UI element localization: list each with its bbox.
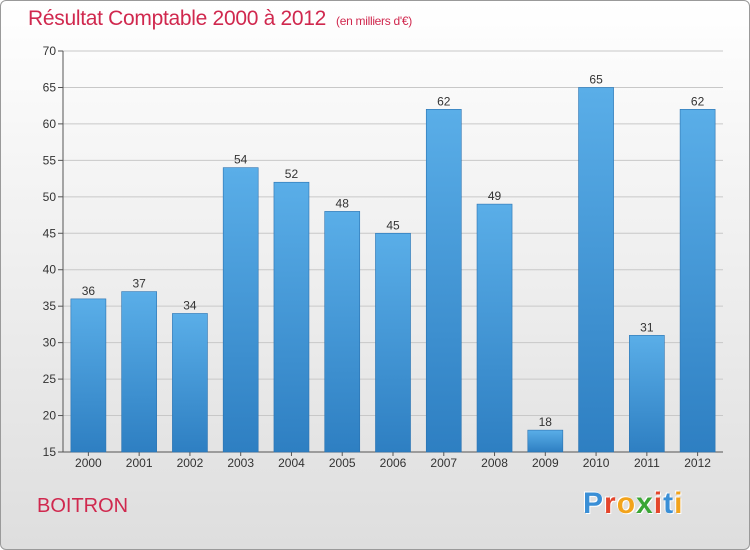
y-tick-label: 50 bbox=[43, 190, 57, 204]
chart-title-text: Résultat Comptable 2000 à 2012 bbox=[28, 7, 327, 30]
bars bbox=[70, 87, 716, 453]
logo-letter: i bbox=[674, 487, 684, 520]
x-tick-label: 2007 bbox=[430, 456, 457, 470]
logo-letter: o bbox=[616, 487, 637, 520]
bar-value-label: 36 bbox=[82, 284, 96, 298]
bar bbox=[172, 313, 208, 453]
chart-title: Résultat Comptable 2000 à 2012 (en millie… bbox=[28, 7, 412, 31]
bar bbox=[273, 181, 310, 453]
x-tick-label: 2001 bbox=[126, 456, 153, 470]
chart-subtitle: (en milliers d'€) bbox=[336, 14, 412, 28]
commune-name: BOITRON bbox=[37, 495, 129, 517]
x-tick-label: 2008 bbox=[481, 456, 508, 470]
x-tick-label: 2002 bbox=[177, 456, 204, 470]
bar-value-label: 52 bbox=[285, 167, 299, 181]
bar-value-label: 34 bbox=[183, 298, 197, 312]
bar-value-label: 45 bbox=[386, 218, 400, 232]
bar bbox=[527, 429, 564, 453]
y-tick-label: 25 bbox=[43, 372, 57, 386]
bar-value-label: 48 bbox=[336, 196, 350, 210]
bar-value-label: 37 bbox=[132, 277, 146, 291]
bar-value-label: 62 bbox=[437, 94, 451, 108]
x-tick-label: 2009 bbox=[532, 456, 559, 470]
bar bbox=[324, 211, 361, 453]
data-labels: 36 37 34 54 52 48 45 62 49 18 65 31 62 bbox=[82, 72, 705, 429]
bar bbox=[578, 87, 614, 453]
x-tick-label: 2012 bbox=[684, 456, 711, 470]
bar bbox=[70, 298, 107, 453]
bar-value-label: 18 bbox=[539, 415, 553, 429]
bar bbox=[476, 203, 513, 453]
x-tick-label: 2006 bbox=[380, 456, 407, 470]
y-tick-label: 35 bbox=[43, 299, 57, 313]
bar bbox=[629, 335, 665, 453]
bar bbox=[679, 109, 716, 453]
x-tick-label: 2010 bbox=[583, 456, 610, 470]
logo-letter: i bbox=[653, 487, 664, 520]
x-tick-label: 2011 bbox=[634, 456, 660, 470]
bar bbox=[375, 232, 411, 453]
x-tick-label: 2004 bbox=[278, 456, 305, 470]
y-tick-label: 20 bbox=[43, 409, 57, 423]
x-tick-label: 2005 bbox=[329, 456, 356, 470]
bar bbox=[121, 291, 157, 453]
x-tick-label: 2003 bbox=[227, 456, 254, 470]
logo-letter: r bbox=[604, 487, 617, 520]
y-tick-label: 60 bbox=[43, 117, 57, 131]
proxiti-logo[interactable]: Proxiti bbox=[583, 487, 683, 521]
y-tick-label: 45 bbox=[43, 226, 57, 240]
y-tick-label: 55 bbox=[43, 153, 57, 167]
x-tick-label: 2000 bbox=[75, 456, 102, 470]
tick-labels: 15 20 25 30 35 40 45 50 55 60 65 70 2000 2001 2002 2003… bbox=[43, 44, 712, 470]
bar-value-label: 62 bbox=[691, 94, 705, 108]
bar-value-label: 54 bbox=[234, 153, 248, 167]
logo-letter: P bbox=[583, 487, 605, 520]
y-tick-label: 65 bbox=[43, 80, 57, 94]
y-tick-label: 30 bbox=[43, 336, 57, 350]
bar-value-label: 49 bbox=[488, 189, 502, 203]
y-tick-label: 15 bbox=[43, 445, 57, 459]
logo-letter: x bbox=[636, 487, 654, 520]
y-tick-label: 70 bbox=[43, 44, 57, 58]
logo-letter: t bbox=[663, 487, 675, 520]
y-tick-label: 40 bbox=[43, 263, 57, 277]
bar bbox=[222, 167, 259, 453]
bar-value-label: 31 bbox=[640, 320, 654, 334]
bar-value-label: 65 bbox=[589, 72, 603, 86]
bar bbox=[425, 109, 462, 453]
